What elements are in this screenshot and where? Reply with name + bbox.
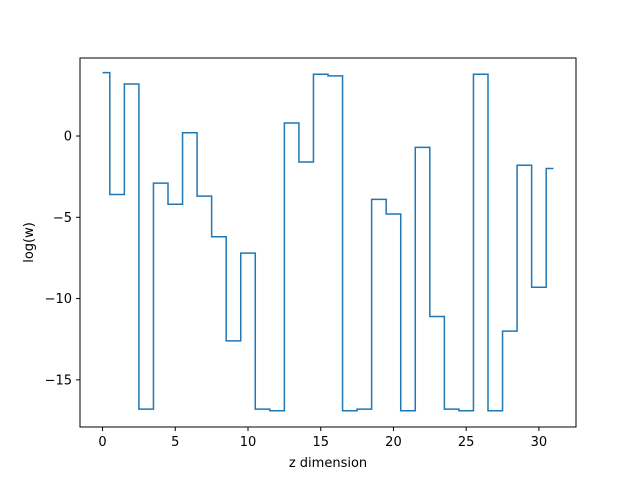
x-tick-label: 0 bbox=[98, 435, 106, 450]
x-tick-label: 20 bbox=[385, 435, 402, 450]
y-tick-label: −10 bbox=[45, 292, 72, 307]
x-tick-label: 25 bbox=[458, 435, 475, 450]
series-layer bbox=[102, 71, 554, 412]
x-tick-label: 15 bbox=[312, 435, 329, 450]
x-tick-label: 30 bbox=[531, 435, 548, 450]
plot-frame bbox=[79, 57, 577, 428]
x-tick-label: 5 bbox=[171, 435, 179, 450]
x-tick-label: 10 bbox=[240, 435, 257, 450]
y-tick-label: −15 bbox=[45, 373, 72, 388]
x-axis-label: z dimension bbox=[289, 456, 367, 471]
y-tick-label: 0 bbox=[64, 130, 72, 145]
series-line-0 bbox=[102, 71, 554, 412]
y-tick-label: −5 bbox=[53, 211, 72, 226]
plot-background bbox=[80, 58, 576, 427]
tick-layer: 0 5 10 15 20 25 30 −15 −10 −5 0 bbox=[45, 130, 548, 450]
y-axis-label: log(w) bbox=[22, 222, 37, 263]
